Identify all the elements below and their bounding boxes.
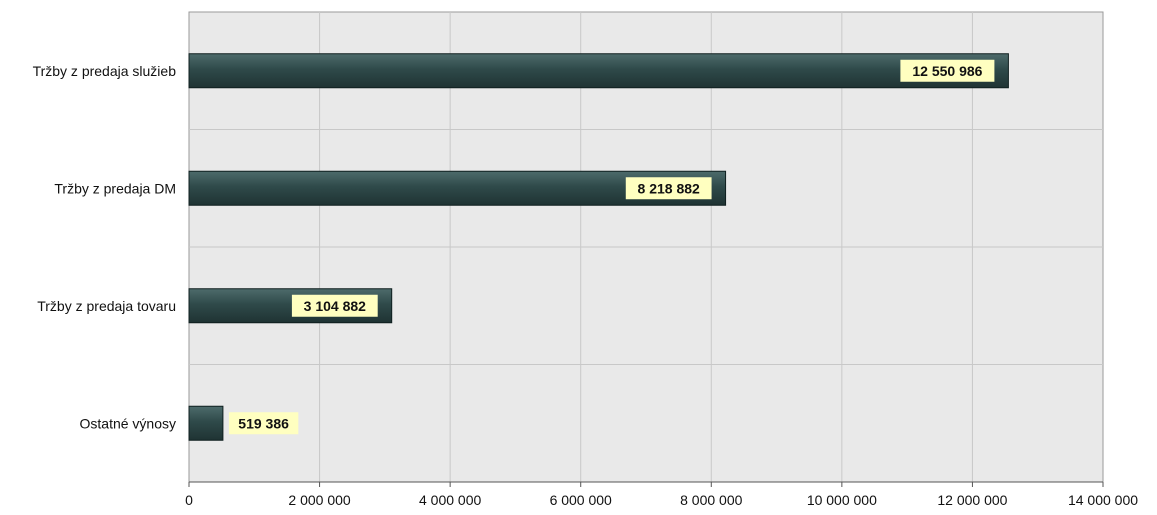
x-tick-label: 12 000 000 [937, 492, 1007, 508]
x-tick-label: 2 000 000 [288, 492, 350, 508]
data-label-box [228, 412, 299, 435]
x-tick-label: 6 000 000 [550, 492, 612, 508]
bar [188, 405, 224, 441]
x-tick-label: 0 [185, 492, 193, 508]
y-category-label: Ostatné výnosy [80, 415, 177, 431]
data-label-box [625, 177, 712, 200]
y-category-label: Tržby z predaja služieb [33, 63, 177, 79]
data-label: 3 104 882 [304, 298, 366, 314]
x-tick-label: 4 000 000 [419, 492, 481, 508]
y-category-label: Tržby z predaja DM [54, 180, 176, 196]
bar [188, 53, 1009, 89]
x-tick-label: 10 000 000 [807, 492, 877, 508]
x-tick-label: 14 000 000 [1068, 492, 1138, 508]
data-label-box [900, 59, 995, 82]
data-label-box [291, 294, 378, 317]
data-label: 8 218 882 [638, 180, 700, 196]
y-category-label: Tržby z predaja tovaru [37, 298, 176, 314]
x-tick-label: 8 000 000 [680, 492, 742, 508]
data-label: 12 550 986 [912, 63, 982, 79]
data-label: 519 386 [238, 415, 289, 431]
